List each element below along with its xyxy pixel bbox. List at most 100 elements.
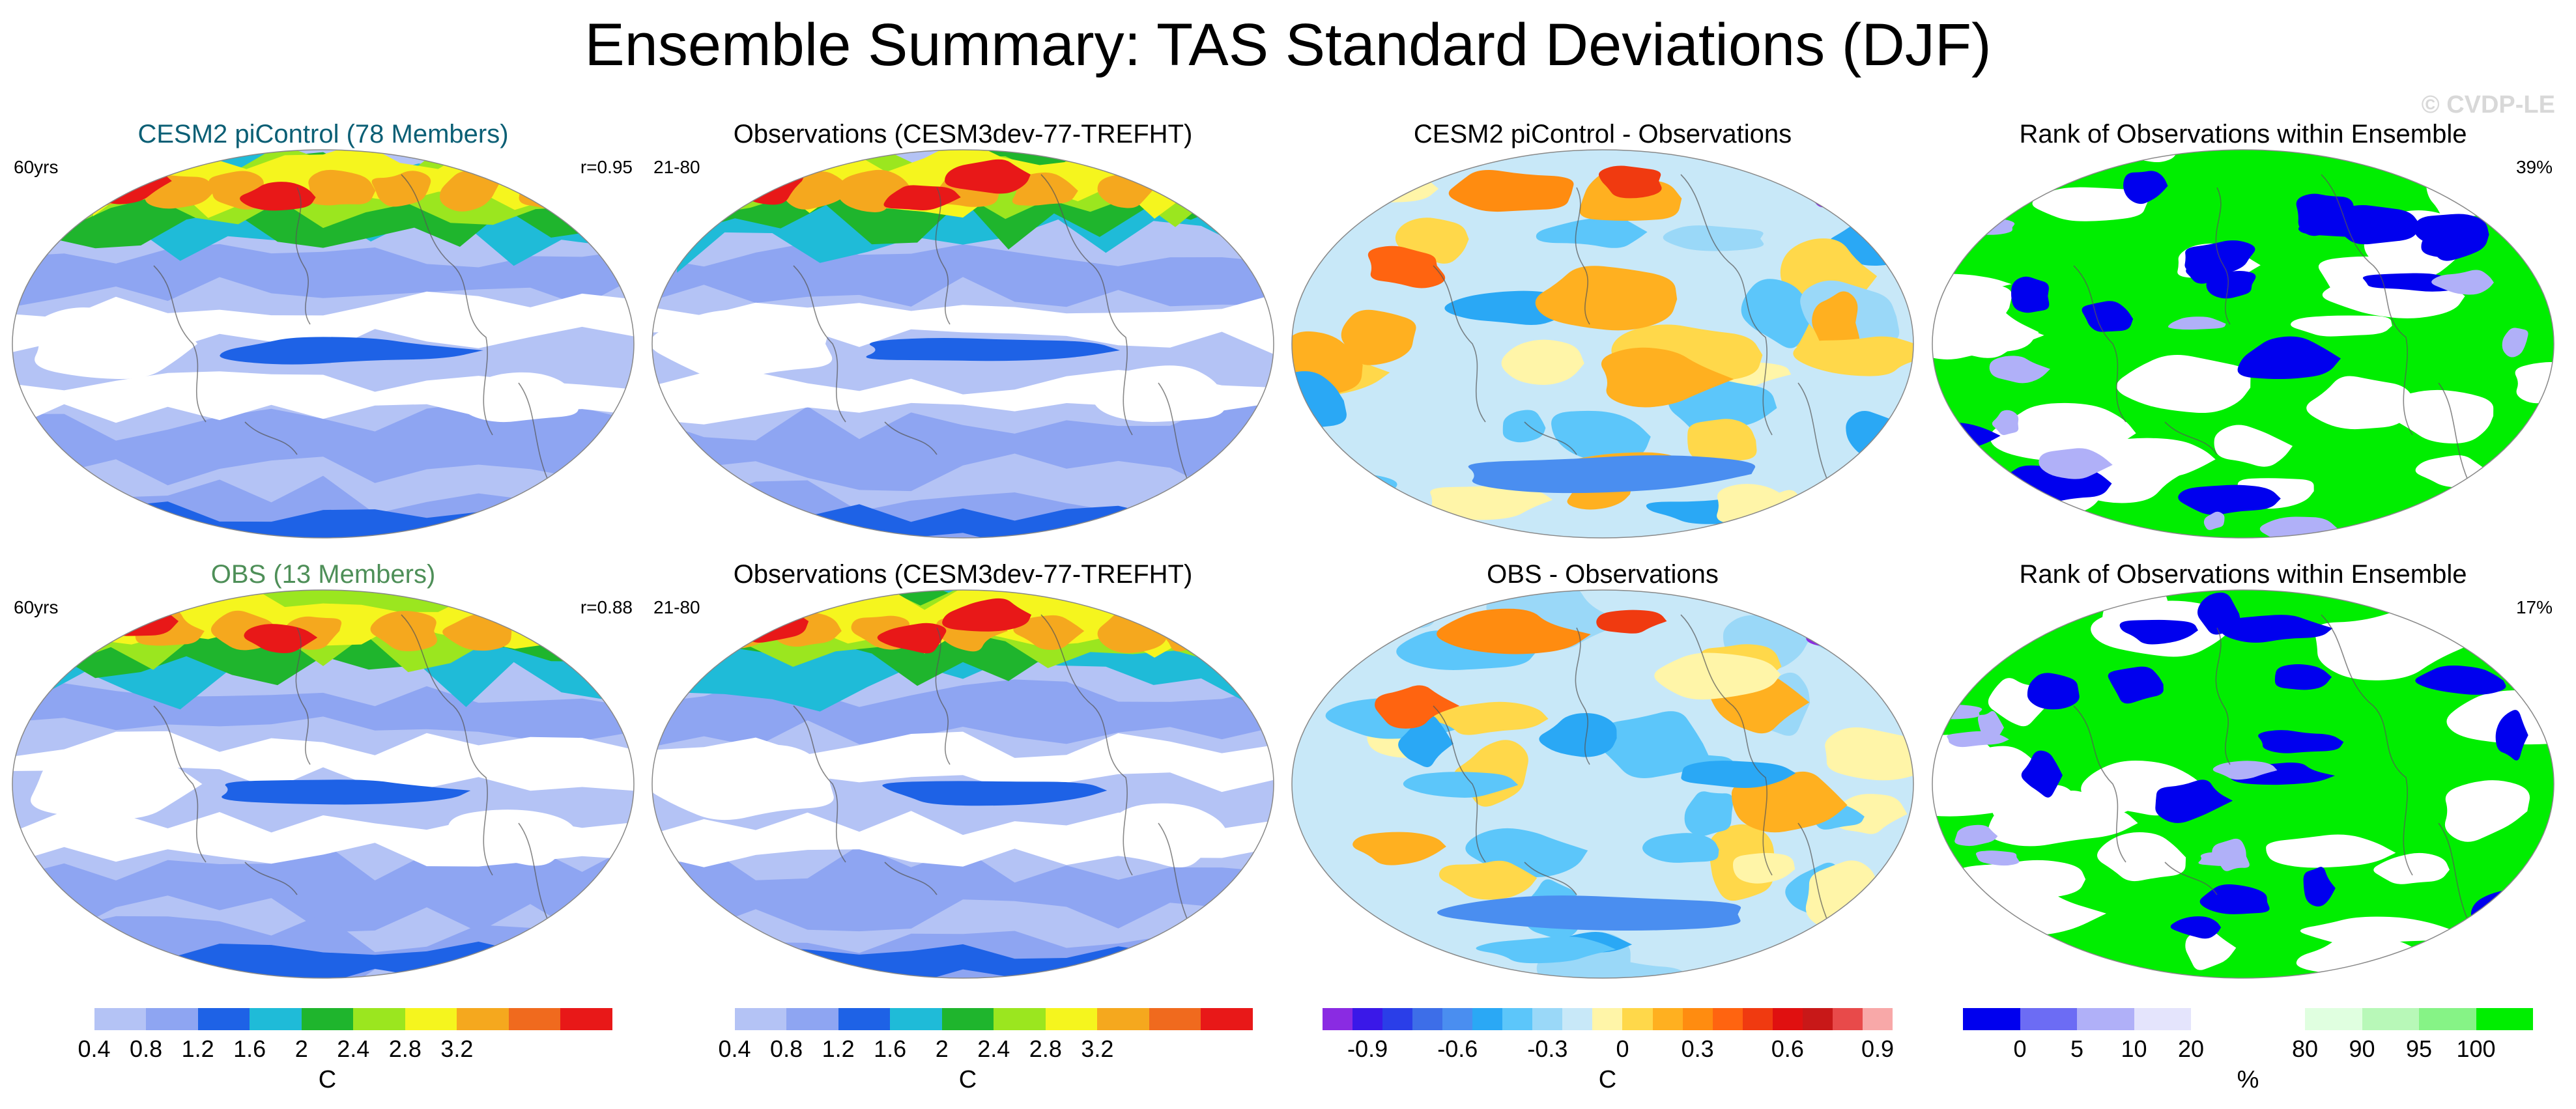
colorbar-swatch bbox=[301, 1008, 354, 1030]
colorbar-unit: C bbox=[958, 1066, 977, 1093]
field-anomaly bbox=[1430, 485, 1553, 520]
colorbar-swatches bbox=[42, 1008, 613, 1030]
panel-title: OBS (13 Members) bbox=[210, 560, 436, 589]
field-band bbox=[652, 403, 1274, 493]
field-rank-low bbox=[1992, 410, 2019, 436]
field-blob-core bbox=[882, 781, 1108, 806]
coastline bbox=[1433, 265, 1486, 423]
panel-title: Observations (CESM3dev-77-TREFHT) bbox=[733, 560, 1193, 589]
field-blob-peak bbox=[240, 182, 316, 211]
field-rank-mid bbox=[2300, 916, 2452, 946]
field-blob-peak bbox=[883, 185, 961, 210]
field-rank-mid bbox=[2185, 931, 2237, 970]
field-anomaly bbox=[1663, 225, 1764, 251]
coastline bbox=[1797, 382, 1831, 488]
map-border bbox=[1932, 589, 2555, 979]
coastline bbox=[2321, 174, 2413, 436]
colorbar-swatch bbox=[734, 1008, 787, 1030]
field-band bbox=[12, 401, 634, 495]
field-rank-mid bbox=[2436, 928, 2554, 978]
map-panel bbox=[1932, 589, 2555, 979]
field-anomaly bbox=[1501, 339, 1584, 386]
panel-title: Rank of Observations within Ensemble bbox=[2019, 120, 2467, 148]
colorbar-swatch bbox=[1562, 1008, 1593, 1030]
colorbar-swatch bbox=[1592, 1008, 1623, 1030]
field-rank-low bbox=[1987, 948, 2029, 977]
colorbar-tick-label: -0.3 bbox=[1527, 1035, 1568, 1062]
field-anomaly bbox=[1431, 701, 1549, 735]
colorbar-swatch bbox=[1442, 1008, 1473, 1030]
field-rank-low bbox=[2431, 270, 2494, 295]
field-rank-low bbox=[2495, 710, 2528, 761]
colorbar-tick-label: 1.6 bbox=[874, 1035, 907, 1062]
colorbar-tick-label: -0.6 bbox=[1437, 1035, 1478, 1062]
colorbar-swatch bbox=[1622, 1008, 1653, 1030]
field-anomaly bbox=[1502, 410, 1546, 443]
field-anomaly bbox=[1642, 833, 1719, 863]
field-sh-band bbox=[652, 504, 1274, 538]
field-anomaly bbox=[1536, 216, 1648, 248]
map-panel bbox=[12, 589, 635, 979]
field-anomaly bbox=[1437, 895, 1741, 931]
field-anomaly bbox=[1684, 791, 1734, 837]
colorbar-swatch bbox=[1412, 1008, 1443, 1030]
coastline bbox=[153, 705, 207, 863]
colorbar-std-col2: 0.4 0.8 1.2 1.6 2 2.4 2.8 3.2 C bbox=[683, 1008, 1253, 1096]
field-anomaly bbox=[1731, 771, 1848, 833]
field-blob-low bbox=[1079, 803, 1231, 868]
coastline bbox=[518, 822, 552, 928]
field-rank-low bbox=[2415, 666, 2506, 695]
colorbar-swatch bbox=[1772, 1008, 1803, 1030]
field-rank-low bbox=[1954, 824, 1998, 847]
field-rank-low bbox=[2170, 916, 2222, 939]
field-rank-low bbox=[2203, 511, 2225, 530]
field-rank-mid bbox=[2444, 780, 2530, 842]
field-anomaly bbox=[1596, 610, 1667, 634]
colorbar-swatch bbox=[838, 1008, 891, 1030]
map-border bbox=[651, 589, 1274, 979]
field-blob-peak bbox=[877, 623, 947, 654]
field-rank-low bbox=[2258, 730, 2344, 753]
colorbar-swatch bbox=[1149, 1008, 1201, 1030]
map-panel bbox=[12, 149, 635, 539]
field-rank-mid bbox=[2032, 187, 2150, 221]
field-rank-low bbox=[2039, 448, 2113, 479]
figure-title: Ensemble Summary: TAS Standard Deviation… bbox=[584, 12, 1992, 78]
field-sh-band bbox=[652, 944, 1274, 978]
field-rank-mid bbox=[1932, 774, 2020, 811]
field-rank-low bbox=[2119, 619, 2198, 645]
field-blob-core bbox=[222, 779, 471, 805]
field-blob-high bbox=[308, 169, 376, 206]
colorbar-swatch bbox=[786, 1008, 838, 1030]
field-rank-low bbox=[2237, 336, 2341, 380]
field-blob-high bbox=[519, 171, 589, 212]
colorbar-swatch bbox=[1832, 1008, 1863, 1030]
field-blob-high bbox=[439, 170, 500, 212]
field-band bbox=[652, 243, 1274, 307]
field-rank-mid bbox=[2389, 389, 2494, 444]
colorbar-tick-label: 0 bbox=[1616, 1035, 1629, 1062]
colorbar-tick-label: 0.4 bbox=[718, 1035, 751, 1062]
map-border bbox=[1291, 149, 1914, 539]
colorbar-unit: % bbox=[2237, 1066, 2259, 1093]
colorbar-diff: -0.9 -0.6 -0.3 0 0.3 0.6 0.9 C bbox=[1323, 1008, 1894, 1096]
field-rank-low bbox=[2108, 666, 2164, 704]
coastline bbox=[295, 627, 311, 765]
colorbar-swatches bbox=[1963, 1008, 2533, 1030]
colorbar-tick-label: 0.3 bbox=[1681, 1035, 1714, 1062]
colorbar-tick-label: 1.6 bbox=[233, 1035, 266, 1062]
panel-left-label: 21-80 bbox=[653, 597, 700, 617]
field-rank-mid bbox=[2467, 163, 2554, 200]
coastline bbox=[1680, 614, 1773, 876]
colorbar-unit: C bbox=[1598, 1066, 1617, 1093]
coastline bbox=[2321, 614, 2413, 876]
field-anomaly bbox=[1341, 309, 1416, 365]
coastline bbox=[2215, 627, 2231, 765]
field-rank-low bbox=[1975, 850, 2020, 866]
colorbar-tick-label: 0 bbox=[2013, 1035, 2027, 1062]
colorbar-swatch bbox=[560, 1008, 613, 1030]
coastline bbox=[2438, 382, 2472, 488]
colorbar-swatch bbox=[1742, 1008, 1773, 1030]
field-anomaly bbox=[1476, 936, 1616, 964]
coastline bbox=[244, 862, 298, 895]
